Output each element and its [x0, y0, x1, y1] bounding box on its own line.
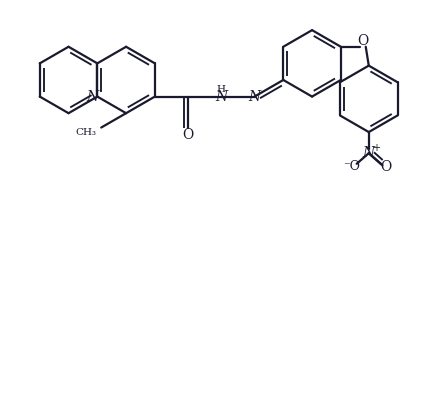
Text: H: H: [217, 85, 226, 94]
Text: ⁻O: ⁻O: [344, 160, 361, 173]
Text: N: N: [363, 146, 375, 160]
Text: O: O: [380, 160, 391, 174]
Text: +: +: [371, 143, 379, 153]
Text: CH₃: CH₃: [76, 128, 97, 137]
Text: N: N: [86, 89, 98, 104]
Text: N: N: [215, 89, 227, 104]
Text: O: O: [357, 34, 368, 48]
Text: N: N: [248, 89, 261, 104]
Text: O: O: [182, 128, 194, 142]
